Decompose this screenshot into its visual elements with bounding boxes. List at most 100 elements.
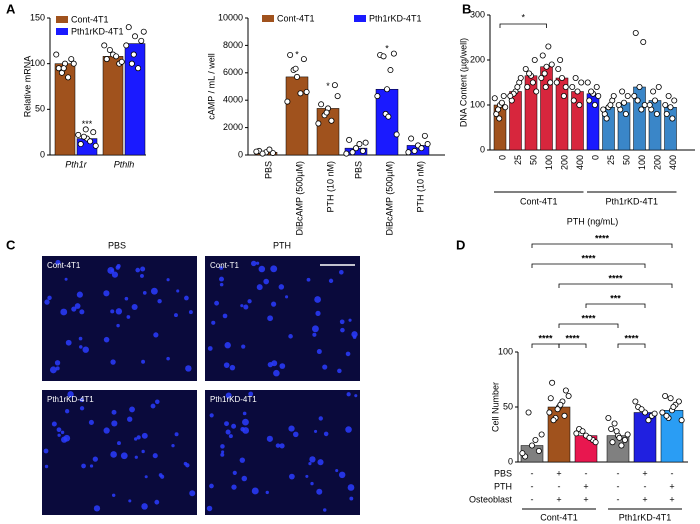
nucleus — [110, 451, 117, 458]
data-point — [130, 51, 137, 58]
data-point — [538, 75, 545, 82]
y-tick-label: 100 — [498, 346, 513, 356]
data-point — [529, 79, 536, 86]
nucleus — [339, 269, 344, 275]
data-point — [266, 146, 273, 153]
nucleus — [110, 309, 115, 314]
x-tick-label: DiBcAMP (500µM) — [384, 161, 394, 236]
data-point — [502, 104, 509, 111]
data-point — [542, 84, 549, 91]
data-point — [670, 403, 677, 410]
data-point — [418, 145, 425, 152]
data-point — [334, 93, 341, 100]
annotation: **** — [595, 233, 610, 243]
data-point — [559, 75, 566, 82]
micrograph — [205, 390, 360, 515]
x-tick-label: PBS — [353, 161, 363, 179]
nucleus — [126, 315, 131, 319]
x-tick-label: 400 — [575, 155, 585, 170]
nucleus — [189, 490, 196, 497]
nucleus — [150, 287, 158, 295]
x-tick-label: PTH (10 nM) — [325, 161, 335, 213]
nucleus — [150, 403, 156, 409]
nucleus — [241, 475, 248, 482]
data-point — [616, 434, 623, 441]
nucleus — [111, 271, 119, 278]
nucleus — [221, 450, 225, 454]
nucleus — [57, 433, 61, 437]
nucleus — [339, 319, 345, 325]
nucleus — [219, 266, 224, 270]
data-point — [584, 79, 591, 86]
nucleus — [111, 420, 118, 427]
data-point — [574, 88, 581, 95]
nucleus — [243, 304, 249, 310]
y-tick-label: 8000 — [223, 40, 243, 50]
nucleus — [305, 474, 309, 478]
image-label: Pth1rKD-4T1 — [210, 395, 257, 404]
x-tick-label: 0 — [497, 155, 507, 160]
nucleus — [354, 394, 358, 398]
data-point — [543, 63, 550, 70]
legend-label: Pth1rKD-4T1 — [71, 26, 124, 36]
x-tick-label: 200 — [652, 155, 662, 170]
data-point — [123, 42, 130, 49]
nucleus — [154, 399, 160, 405]
data-point — [359, 147, 366, 154]
data-point — [576, 102, 583, 109]
data-point — [591, 102, 598, 109]
data-point — [651, 410, 658, 417]
table-cell: - — [617, 481, 620, 491]
y-tick-label: 150 — [30, 12, 45, 22]
data-point — [663, 111, 670, 118]
nucleus — [79, 406, 85, 411]
data-point — [522, 66, 529, 73]
data-point — [667, 395, 674, 402]
y-tick-label: 10000 — [218, 12, 243, 22]
nucleus — [110, 359, 116, 365]
nucleus — [184, 295, 189, 301]
nucleus — [285, 295, 289, 299]
data-point — [106, 46, 113, 53]
nucleus — [111, 409, 117, 415]
data-point — [579, 428, 586, 435]
data-point — [624, 431, 631, 438]
x-tick-label: Pthlh — [114, 159, 135, 169]
data-point — [524, 84, 531, 91]
nucleus — [188, 310, 193, 315]
nucleus — [131, 303, 138, 311]
nucleus — [93, 505, 101, 512]
table-cell: - — [585, 468, 588, 478]
data-point — [593, 84, 600, 91]
annotation: **** — [538, 333, 553, 343]
nucleus — [220, 452, 225, 457]
nucleus — [273, 369, 280, 377]
data-point — [572, 75, 579, 82]
nucleus — [124, 296, 129, 301]
y-axis-label: DNA Content (µg/well) — [458, 38, 468, 127]
nucleus — [49, 366, 57, 374]
data-point — [131, 33, 138, 40]
y-tick-label: 0 — [480, 144, 485, 154]
data-point — [641, 102, 648, 109]
nucleus — [60, 430, 65, 435]
nucleus — [141, 359, 146, 364]
data-point — [554, 406, 561, 413]
group-label: Cont-4T1 — [540, 512, 578, 522]
nucleus — [134, 437, 138, 441]
data-point — [393, 131, 400, 138]
nucleus — [266, 435, 273, 442]
data-point — [541, 70, 548, 77]
nucleus — [173, 313, 178, 318]
nucleus — [348, 318, 352, 322]
nucleus — [206, 505, 213, 512]
nucleus — [171, 443, 175, 448]
x-tick-label: 25 — [513, 155, 523, 165]
nucleus — [174, 432, 179, 437]
nucleus — [306, 277, 311, 282]
data-point — [650, 88, 657, 95]
nucleus — [312, 332, 317, 337]
panel-label: B — [462, 1, 471, 16]
y-tick-label: 50 — [35, 104, 45, 114]
data-point — [55, 65, 62, 72]
